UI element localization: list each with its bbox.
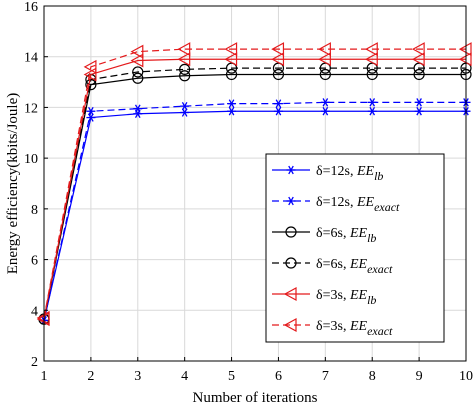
data-point [285, 226, 297, 238]
series-line [43, 101, 466, 321]
y-tick-label: 4 [31, 304, 38, 319]
data-point [286, 196, 296, 206]
x-axis-label: Number of iterations [193, 390, 318, 405]
y-tick-label: 8 [31, 203, 38, 218]
data-point [414, 98, 424, 107]
data-point [319, 68, 331, 81]
x-tick-label: 1 [41, 369, 48, 384]
data-point [132, 66, 144, 78]
y-tick-label: 2 [31, 355, 38, 370]
data-point [177, 52, 191, 67]
data-point [224, 52, 238, 67]
x-tick-label: 10 [459, 369, 473, 384]
data-point [225, 68, 238, 81]
legend: δ=12s, EElb δ=12s, EEexact δ=6s, EElb δ=6s,… [265, 153, 445, 343]
axes [43, 5, 467, 362]
y-axis-label: Energy efficiency(kbits/Joule) [5, 93, 21, 274]
y-tick-label: 10 [24, 152, 38, 167]
data-point [283, 317, 297, 333]
data-point [130, 53, 144, 68]
x-tick-label: 5 [228, 369, 235, 384]
series-line [43, 48, 466, 319]
x-tick-label: 9 [416, 369, 423, 384]
data-point [414, 107, 424, 116]
data-point [286, 165, 296, 175]
data-point [177, 42, 191, 57]
legend-entry: δ=6s, EElb [272, 226, 376, 245]
data-point [318, 42, 331, 57]
x-tick-label: 3 [134, 369, 141, 384]
data-point [180, 101, 190, 111]
series-line [43, 67, 466, 320]
data-point [272, 68, 285, 81]
legend-entry: δ=6s, EEexact [272, 257, 393, 276]
legend-entry: δ=12s, EEexact [272, 195, 400, 214]
data-point [83, 67, 97, 82]
data-point [227, 99, 237, 108]
data-point [273, 107, 283, 116]
legend-label: δ=3s, EElb [316, 288, 376, 307]
plot-frame [43, 5, 467, 362]
data-point [271, 42, 285, 57]
data-point [133, 104, 143, 113]
legend-entry: δ=12s, EElb [272, 164, 383, 183]
legend-entry: δ=3s, EEexact [272, 317, 393, 338]
data-point [273, 99, 283, 108]
data-point [318, 52, 331, 67]
data-point [285, 257, 297, 269]
y-tick-label: 14 [24, 51, 38, 66]
legend-label: δ=12s, EElb [316, 164, 383, 183]
data-point [364, 42, 378, 57]
y-tick-label: 16 [24, 0, 38, 15]
data-point [367, 107, 377, 116]
data-point [83, 59, 97, 74]
data-point [366, 68, 378, 81]
data-point [179, 70, 191, 82]
data-point [227, 107, 237, 116]
data-point [271, 52, 285, 67]
x-tick-label: 8 [369, 369, 376, 384]
series-line [43, 110, 466, 321]
data-point [179, 63, 191, 75]
data-point [364, 52, 378, 67]
data-point [130, 44, 144, 59]
x-tick-label: 7 [322, 369, 329, 384]
x-tick-label: 2 [87, 369, 94, 384]
y-tick-label: 6 [31, 254, 38, 269]
series-line [43, 73, 466, 320]
legend-label: δ=12s, EEexact [316, 195, 400, 214]
data-point [320, 107, 330, 116]
data-point [86, 107, 96, 116]
legend-label: δ=3s, EEexact [316, 319, 393, 338]
data-point [132, 72, 144, 84]
x-tick-label: 6 [275, 369, 282, 384]
y-tick-label: 12 [24, 101, 38, 116]
legend-box [265, 153, 445, 343]
data-point [367, 98, 377, 107]
data-point [411, 52, 425, 67]
legend-entry: δ=3s, EElb [272, 286, 376, 307]
data-point [413, 68, 425, 81]
data-point [320, 98, 330, 107]
data-point [411, 42, 425, 57]
x-tick-label: 4 [181, 369, 188, 384]
series-line [43, 58, 466, 320]
data-point [224, 42, 238, 57]
data-point [283, 286, 297, 302]
legend-label: δ=6s, EElb [316, 226, 376, 245]
legend-label: δ=6s, EEexact [316, 257, 393, 276]
